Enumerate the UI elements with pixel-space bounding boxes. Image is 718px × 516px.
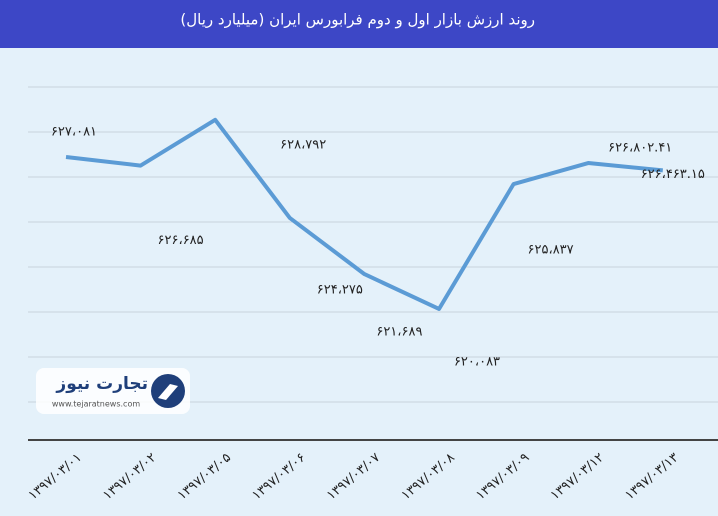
data-label: ۶۲۱،۶۸۹ — [376, 325, 422, 340]
data-label: ۶۲۶،۴۶۳.۱۵ — [641, 167, 705, 182]
data-label: ۶۲۸،۷۹۲ — [280, 137, 326, 152]
data-label: ۶۲۵،۸۳۷ — [528, 243, 574, 258]
watermark-logo-mark — [158, 384, 178, 400]
data-label: ۶۲۰،۰۸۳ — [454, 354, 500, 369]
data-label: ۶۲۶،۸۰۲.۴۱ — [608, 141, 672, 156]
data-label: ۶۲۶،۶۸۵ — [158, 233, 204, 248]
watermark-text: تجارت نیوز — [55, 374, 148, 394]
chart-title: روند ارزش بازار اول و دوم فرابورس ایران … — [180, 11, 535, 29]
title-band — [0, 0, 718, 48]
watermark: تجارت نیوز www.tejaratnews.com — [36, 368, 190, 414]
data-label: ۶۲۷،۰۸۱ — [51, 124, 97, 139]
watermark-url: www.tejaratnews.com — [52, 400, 140, 409]
data-label: ۶۲۴،۲۷۵ — [317, 282, 363, 297]
watermark-box — [36, 368, 190, 414]
data-line — [65, 117, 663, 311]
